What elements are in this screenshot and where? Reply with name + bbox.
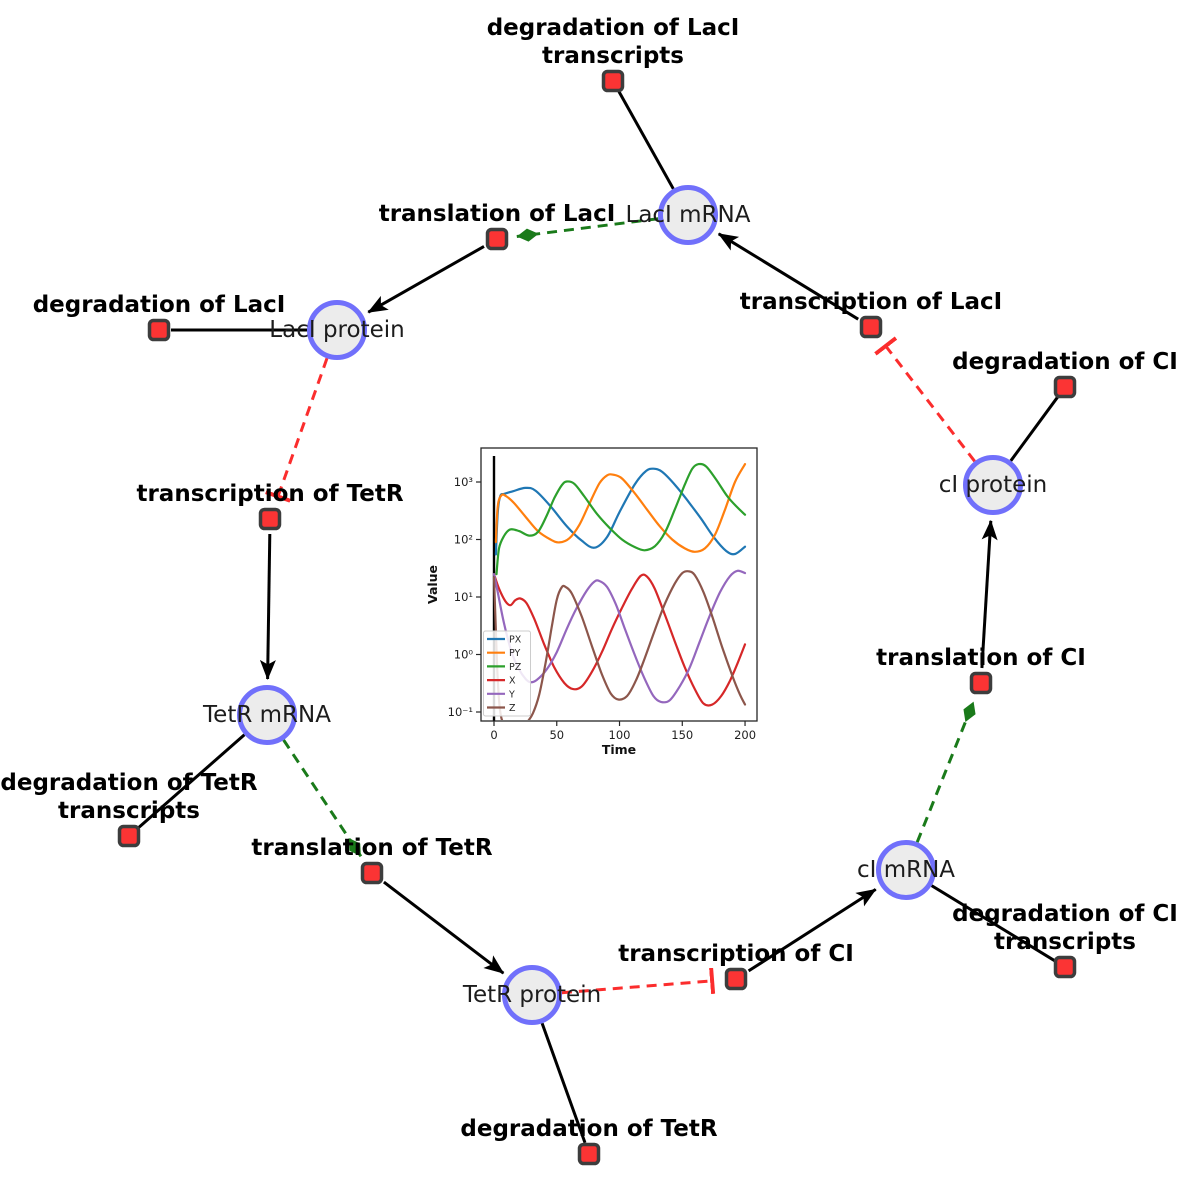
reaction-node-deg-tetr-transcripts bbox=[117, 824, 141, 848]
y-tick-label: 10³ bbox=[454, 475, 474, 489]
reaction-label-translation-ci-line0: translation of CI bbox=[876, 645, 1086, 671]
edge-product-transcription-laci-laci-mrna bbox=[717, 232, 859, 321]
legend-label-X: X bbox=[509, 676, 516, 687]
inset-chart: 0 50 100 150 20010⁻¹10⁰10¹10²10³TimeValuePXP… bbox=[425, 447, 758, 757]
edge-inhibition-tetr-protein-transcription-ci bbox=[561, 967, 716, 995]
series-line-X bbox=[492, 573, 747, 707]
x-tick-label: 50 bbox=[549, 728, 564, 742]
reaction-label-deg-ci-transcripts-line0: degradation of CI bbox=[952, 901, 1178, 927]
species-label-tetr-protein: TetR protein bbox=[462, 982, 601, 1008]
chart-legend: PX PY PZ XYZ bbox=[483, 630, 531, 717]
reaction-node-transcription-ci bbox=[724, 967, 748, 991]
series-line-PY bbox=[494, 463, 747, 553]
reaction-node-translation-ci bbox=[969, 671, 993, 695]
species-label-ci-protein: cI protein bbox=[939, 472, 1048, 498]
reaction-node-deg-laci bbox=[147, 318, 171, 342]
edge-reactant-tetr-mrna-deg-tetr-transcripts bbox=[137, 733, 246, 830]
edge-product-transcription-ci-ci-mrna bbox=[747, 888, 877, 973]
edge-product-translation-ci-ci-protein bbox=[980, 519, 998, 669]
x-tick-label: 200 bbox=[734, 728, 756, 742]
edge-activation-tetr-mrna-translation-tetr bbox=[282, 739, 363, 858]
reaction-node-deg-ci-transcripts bbox=[1053, 955, 1077, 979]
reaction-node-translation-tetr bbox=[360, 861, 384, 885]
edge-reactant-ci-mrna-deg-ci-transcripts bbox=[930, 884, 1056, 963]
legend-label-PZ: PZ bbox=[509, 662, 522, 673]
species-label-laci-mrna: LacI mRNA bbox=[626, 202, 751, 228]
reaction-label-translation-tetr-line0: translation of TetR bbox=[251, 835, 492, 861]
edge-reactant-tetr-protein-deg-tetr bbox=[540, 1022, 587, 1144]
reaction-node-transcription-laci bbox=[859, 315, 883, 339]
species-node-ci-mrna bbox=[876, 840, 936, 900]
species-node-laci-protein bbox=[307, 300, 367, 360]
reaction-label-translation-laci-line0: translation of LacI bbox=[379, 201, 616, 227]
reaction-node-deg-tetr bbox=[577, 1142, 601, 1166]
series-line-Z bbox=[492, 570, 747, 720]
species-node-ci-protein bbox=[963, 455, 1023, 515]
x-tick-label: 0 bbox=[490, 728, 497, 742]
y-tick-label: 10² bbox=[454, 533, 473, 547]
reaction-node-deg-ci bbox=[1053, 375, 1077, 399]
reaction-label-deg-ci-line0: degradation of CI bbox=[952, 349, 1178, 375]
edge-activation-laci-mrna-translation-laci bbox=[516, 217, 659, 242]
edge-reactant-ci-protein-deg-ci bbox=[1009, 395, 1060, 462]
species-node-laci-mrna bbox=[658, 185, 718, 245]
x-tick-label: 100 bbox=[609, 728, 631, 742]
reaction-label-deg-tetr-transcripts-line1: transcripts bbox=[58, 798, 200, 824]
series-line-PX bbox=[494, 467, 747, 556]
reaction-label-deg-ci-transcripts-line1: transcripts bbox=[994, 929, 1136, 955]
reaction-label-deg-laci-transcripts-line1: transcripts bbox=[542, 43, 684, 69]
legend-label-Z: Z bbox=[509, 703, 516, 714]
species-label-tetr-mrna: TetR mRNA bbox=[202, 702, 331, 728]
legend-box bbox=[483, 630, 531, 717]
species-label-laci-protein: LacI protein bbox=[269, 317, 404, 343]
x-tick-label: 150 bbox=[671, 728, 693, 742]
legend-label-Y: Y bbox=[508, 689, 515, 700]
reaction-node-translation-laci bbox=[485, 227, 509, 251]
x-axis-label: Time bbox=[602, 742, 636, 757]
reaction-label-transcription-tetr-line0: transcription of TetR bbox=[136, 481, 403, 507]
edge-activation-ci-mrna-translation-ci bbox=[915, 701, 976, 843]
series-line-PZ bbox=[495, 462, 747, 576]
legend-label-PX: PX bbox=[509, 635, 522, 646]
y-axis-label: Value bbox=[425, 565, 440, 604]
edge-product-transcription-tetr-tetr-mrna bbox=[259, 533, 276, 680]
reaction-label-deg-laci-transcripts-line0: degradation of LacI bbox=[487, 15, 740, 41]
edges-layer bbox=[137, 90, 1060, 1144]
y-tick-label: 10⁻¹ bbox=[448, 705, 473, 719]
reaction-node-transcription-tetr bbox=[258, 507, 282, 531]
species-node-tetr-mrna bbox=[237, 685, 297, 745]
y-tick-label: 10⁰ bbox=[454, 648, 474, 662]
reaction-node-deg-laci-transcripts bbox=[601, 69, 625, 93]
edge-inhibition-ci-protein-transcription-laci bbox=[874, 336, 976, 463]
reaction-label-transcription-laci-line0: transcription of LacI bbox=[740, 289, 1003, 315]
reaction-label-deg-tetr-line0: degradation of TetR bbox=[460, 1116, 717, 1142]
edge-inhibition-laci-protein-transcription-tetr bbox=[265, 357, 329, 503]
edge-product-translation-laci-laci-protein bbox=[367, 245, 485, 314]
legend-label-PY: PY bbox=[509, 648, 521, 659]
species-label-ci-mrna: cI mRNA bbox=[857, 857, 955, 883]
reaction-label-transcription-ci-line0: transcription of CI bbox=[618, 941, 854, 967]
reaction-label-deg-tetr-transcripts-line0: degradation of TetR bbox=[0, 770, 257, 796]
labels-layer: LacI mRNA LacI protein TetR mRNA TetR prote… bbox=[0, 15, 1177, 1142]
nodes-layer bbox=[117, 69, 1077, 1166]
y-tick-label: 10¹ bbox=[454, 590, 473, 604]
edge-reactant-laci-mrna-deg-laci-transcripts bbox=[617, 90, 675, 190]
edge-product-translation-tetr-tetr-protein bbox=[382, 880, 505, 975]
species-node-tetr-protein bbox=[502, 965, 562, 1025]
reaction-label-deg-laci-line0: degradation of LacI bbox=[33, 292, 286, 318]
